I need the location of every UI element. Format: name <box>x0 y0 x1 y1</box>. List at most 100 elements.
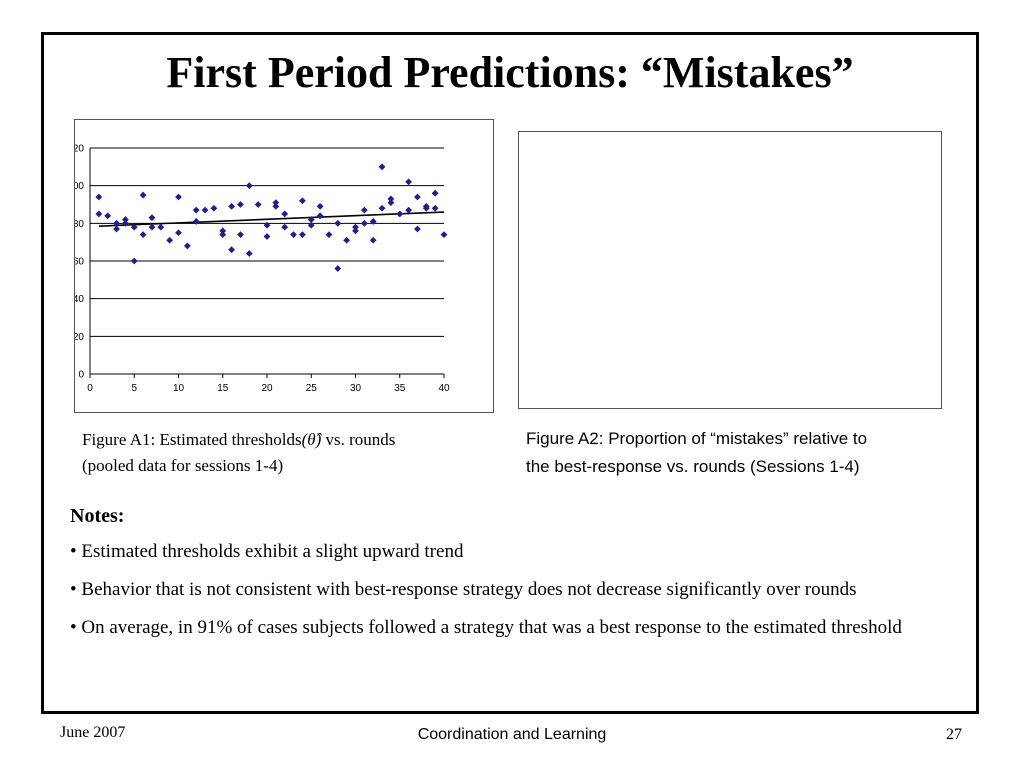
data-point <box>369 218 377 225</box>
data-point <box>334 219 342 227</box>
data-point <box>369 236 377 244</box>
data-point <box>422 204 430 212</box>
data-point <box>387 195 395 203</box>
data-point <box>299 231 306 239</box>
data-point <box>192 206 200 214</box>
data-point <box>360 206 368 214</box>
caption-a1: Figure A1: Estimated thresholds(θ̂) vs. … <box>82 427 522 479</box>
data-point <box>95 210 103 218</box>
notes-heading: Notes: <box>70 505 125 527</box>
caption-a1-text-post: vs. rounds <box>321 430 396 449</box>
data-point <box>219 227 227 235</box>
data-point <box>334 265 342 272</box>
data-point <box>307 216 315 223</box>
data-point <box>122 216 129 223</box>
data-point <box>440 231 448 239</box>
caption-a1-text: Figure A1: Estimated thresholds <box>82 430 302 449</box>
caption-a2-line1: Figure A2: Proportion of “mistakes” rela… <box>526 429 868 448</box>
caption-a1-line2: (pooled data for sessions 1-4) <box>82 456 284 475</box>
y-tick-label: 60 <box>75 257 84 268</box>
data-point <box>148 223 156 231</box>
x-tick-label: 25 <box>306 383 318 394</box>
data-point <box>307 221 315 229</box>
y-tick-label: 120 <box>75 144 84 155</box>
x-tick-label: 5 <box>131 383 137 394</box>
data-point <box>431 189 439 197</box>
note-item: • Estimated thresholds exhibit a slight … <box>70 541 464 562</box>
data-point <box>192 218 200 225</box>
data-point <box>405 206 412 214</box>
data-point <box>139 191 147 199</box>
chart-a1-svg: 0 20 40 60 80 100 120 0 5 10 15 20 25 30 35 40 <box>75 144 450 395</box>
note-item: • On average, in 91% of cases subjects f… <box>70 617 902 638</box>
footer-title: Coordination and Learning <box>417 726 607 743</box>
data-point <box>352 227 359 235</box>
chart-a2-svg: 00.050.10.150.20.250.3010203040 <box>519 132 943 410</box>
data-point <box>325 231 333 239</box>
notes-section: Notes: • Estimated thresholds exhibit a … <box>70 503 940 653</box>
y-tick-label: 100 <box>75 181 84 192</box>
data-point <box>263 233 271 240</box>
data-point <box>210 204 218 212</box>
data-point <box>130 257 138 265</box>
data-point <box>148 214 156 222</box>
data-point <box>343 236 351 244</box>
page-number: 27 <box>946 726 962 743</box>
data-point <box>157 223 165 231</box>
data-point <box>228 202 235 210</box>
data-point <box>263 221 271 229</box>
x-tick-label: 35 <box>394 383 406 394</box>
caption-a1-theta: (θ̂) <box>301 430 322 449</box>
data-point <box>245 182 253 190</box>
data-point <box>316 202 324 210</box>
data-point <box>316 212 324 220</box>
data-point <box>175 229 182 237</box>
x-tick-label: 20 <box>261 383 273 394</box>
y-tick-label: 40 <box>75 294 84 305</box>
data-point <box>245 250 253 257</box>
slide-frame: First Period Predictions: “Mistakes” 0 20… <box>41 32 979 714</box>
data-point <box>219 231 227 239</box>
data-point <box>290 231 297 239</box>
x-tick-label: 0 <box>87 383 93 394</box>
y-tick-label: 80 <box>75 219 84 230</box>
data-point <box>130 223 138 231</box>
data-point <box>237 201 244 208</box>
data-point <box>228 246 235 254</box>
x-tick-label: 40 <box>438 383 450 394</box>
chart-a1: 0 20 40 60 80 100 120 0 5 10 15 20 25 30 35 40 <box>74 119 494 413</box>
data-point <box>281 210 289 218</box>
data-point <box>299 197 306 205</box>
data-point <box>352 223 359 231</box>
data-point <box>237 231 244 239</box>
note-item: • Behavior that is not consistent with b… <box>70 579 857 600</box>
caption-a2: Figure A2: Proportion of “mistakes” rela… <box>526 425 976 481</box>
footer-date: June 2007 <box>60 724 126 741</box>
slide-title: First Period Predictions: “Mistakes” <box>166 48 854 97</box>
x-tick-label: 10 <box>173 383 185 394</box>
data-point <box>414 225 421 233</box>
data-point <box>95 193 103 201</box>
data-point <box>113 219 120 227</box>
data-point <box>272 202 280 210</box>
y-tick-label: 20 <box>75 332 84 343</box>
data-point <box>183 242 191 250</box>
data-point <box>201 206 209 214</box>
data-point <box>281 223 289 231</box>
caption-a2-line2: the best-response vs. rounds (Sessions 1… <box>526 457 860 476</box>
data-point <box>431 204 439 212</box>
y-tick-label: 0 <box>78 370 84 381</box>
data-point <box>122 219 129 227</box>
data-point <box>166 236 174 244</box>
data-point <box>360 219 368 227</box>
data-point <box>387 199 395 207</box>
data-point <box>104 212 112 220</box>
x-tick-label: 15 <box>217 383 229 394</box>
data-point <box>254 201 262 208</box>
trendline <box>98 211 445 227</box>
data-point <box>139 231 147 239</box>
data-point <box>414 193 421 201</box>
data-point <box>113 225 120 233</box>
data-point <box>378 163 386 171</box>
data-point <box>405 178 412 186</box>
